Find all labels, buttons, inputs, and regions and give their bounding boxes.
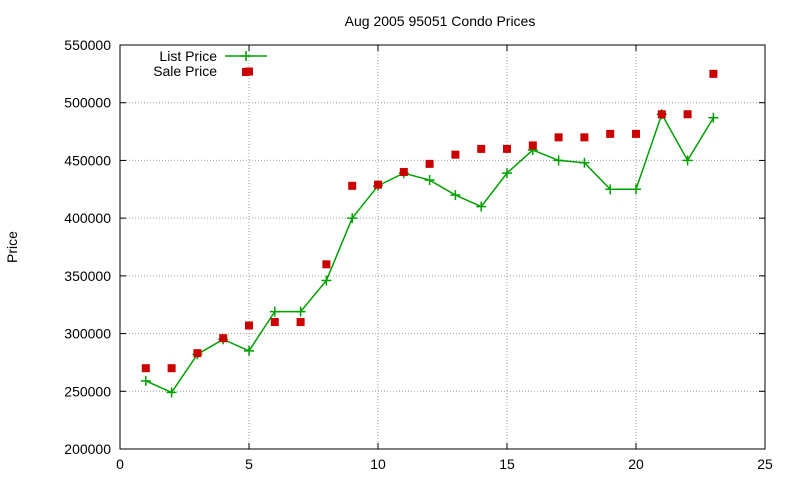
list-price-point	[295, 306, 306, 317]
x-tick-label: 5	[245, 456, 253, 472]
x-tick-label: 25	[757, 456, 773, 472]
sale-price-point	[657, 110, 666, 119]
series-line-list-price	[145, 112, 715, 394]
y-tick-label: 550000	[64, 37, 111, 53]
sale-price-point	[503, 144, 511, 153]
x-tick-label: 0	[116, 456, 124, 472]
sale-price-point	[270, 318, 279, 327]
axis-ticks: 0 5 10 15 20 25 200000 250000 300000 350000 400000…	[64, 37, 773, 472]
sale-price-point	[245, 321, 253, 330]
y-tick-label: 250000	[64, 383, 111, 399]
sale-price-point	[554, 133, 563, 142]
y-axis-label: Price	[4, 231, 20, 263]
sale-price-point	[580, 133, 589, 142]
list-price-point	[269, 306, 280, 317]
list-price-point	[166, 387, 177, 398]
sale-price-point	[709, 69, 718, 78]
sale-price-point	[477, 144, 486, 153]
list-price-point	[553, 155, 564, 166]
list-price-point	[140, 375, 151, 386]
sale-price-point	[167, 364, 176, 373]
y-tick-label: 200000	[64, 441, 111, 457]
y-tick-label: 450000	[64, 152, 111, 168]
list-price-point	[347, 213, 358, 224]
list-price-point	[605, 184, 616, 195]
legend-label-list-price: List Price	[159, 48, 217, 64]
list-price-point	[424, 175, 435, 186]
sale-price-point	[296, 318, 305, 327]
list-price-point	[321, 275, 332, 286]
sale-price-point	[683, 110, 692, 119]
y-tick-label: 400000	[64, 210, 111, 226]
list-price-point	[579, 157, 590, 168]
sale-price-point	[374, 180, 382, 189]
list-price-point	[631, 184, 641, 195]
y-tick-label: 300000	[64, 326, 111, 342]
x-tick-label: 10	[370, 456, 386, 472]
sale-price-point	[451, 150, 460, 159]
series-layer	[140, 67, 719, 398]
legend-marker-list-price	[241, 51, 251, 61]
list-price-point	[708, 112, 719, 123]
y-tick-label: 500000	[64, 95, 111, 111]
list-price-point	[244, 345, 254, 356]
legend-label-sale-price: Sale Price	[153, 63, 217, 79]
legend-marker-sale-price	[242, 68, 250, 76]
legend: List Price Sale Price	[153, 48, 267, 79]
x-tick-label: 20	[628, 456, 644, 472]
list-price-point	[682, 155, 693, 166]
sale-price-point	[219, 334, 228, 343]
sale-price-point	[632, 129, 640, 138]
x-tick-label: 15	[499, 456, 515, 472]
plot-frame	[119, 44, 766, 450]
sale-price-point	[399, 167, 408, 176]
sale-price-point	[141, 364, 150, 373]
sale-price-point	[348, 181, 357, 190]
grid	[120, 45, 765, 449]
sale-price-point	[322, 260, 331, 269]
sale-price-point	[425, 159, 434, 168]
list-price-point	[476, 201, 487, 212]
sale-price-point	[193, 349, 202, 358]
y-tick-label: 350000	[64, 268, 111, 284]
sale-price-point	[606, 129, 615, 138]
sale-price-point	[528, 141, 537, 150]
chart-title: Aug 2005 95051 Condo Prices	[345, 13, 536, 29]
list-price-point	[450, 190, 461, 201]
list-price-point	[502, 168, 512, 179]
